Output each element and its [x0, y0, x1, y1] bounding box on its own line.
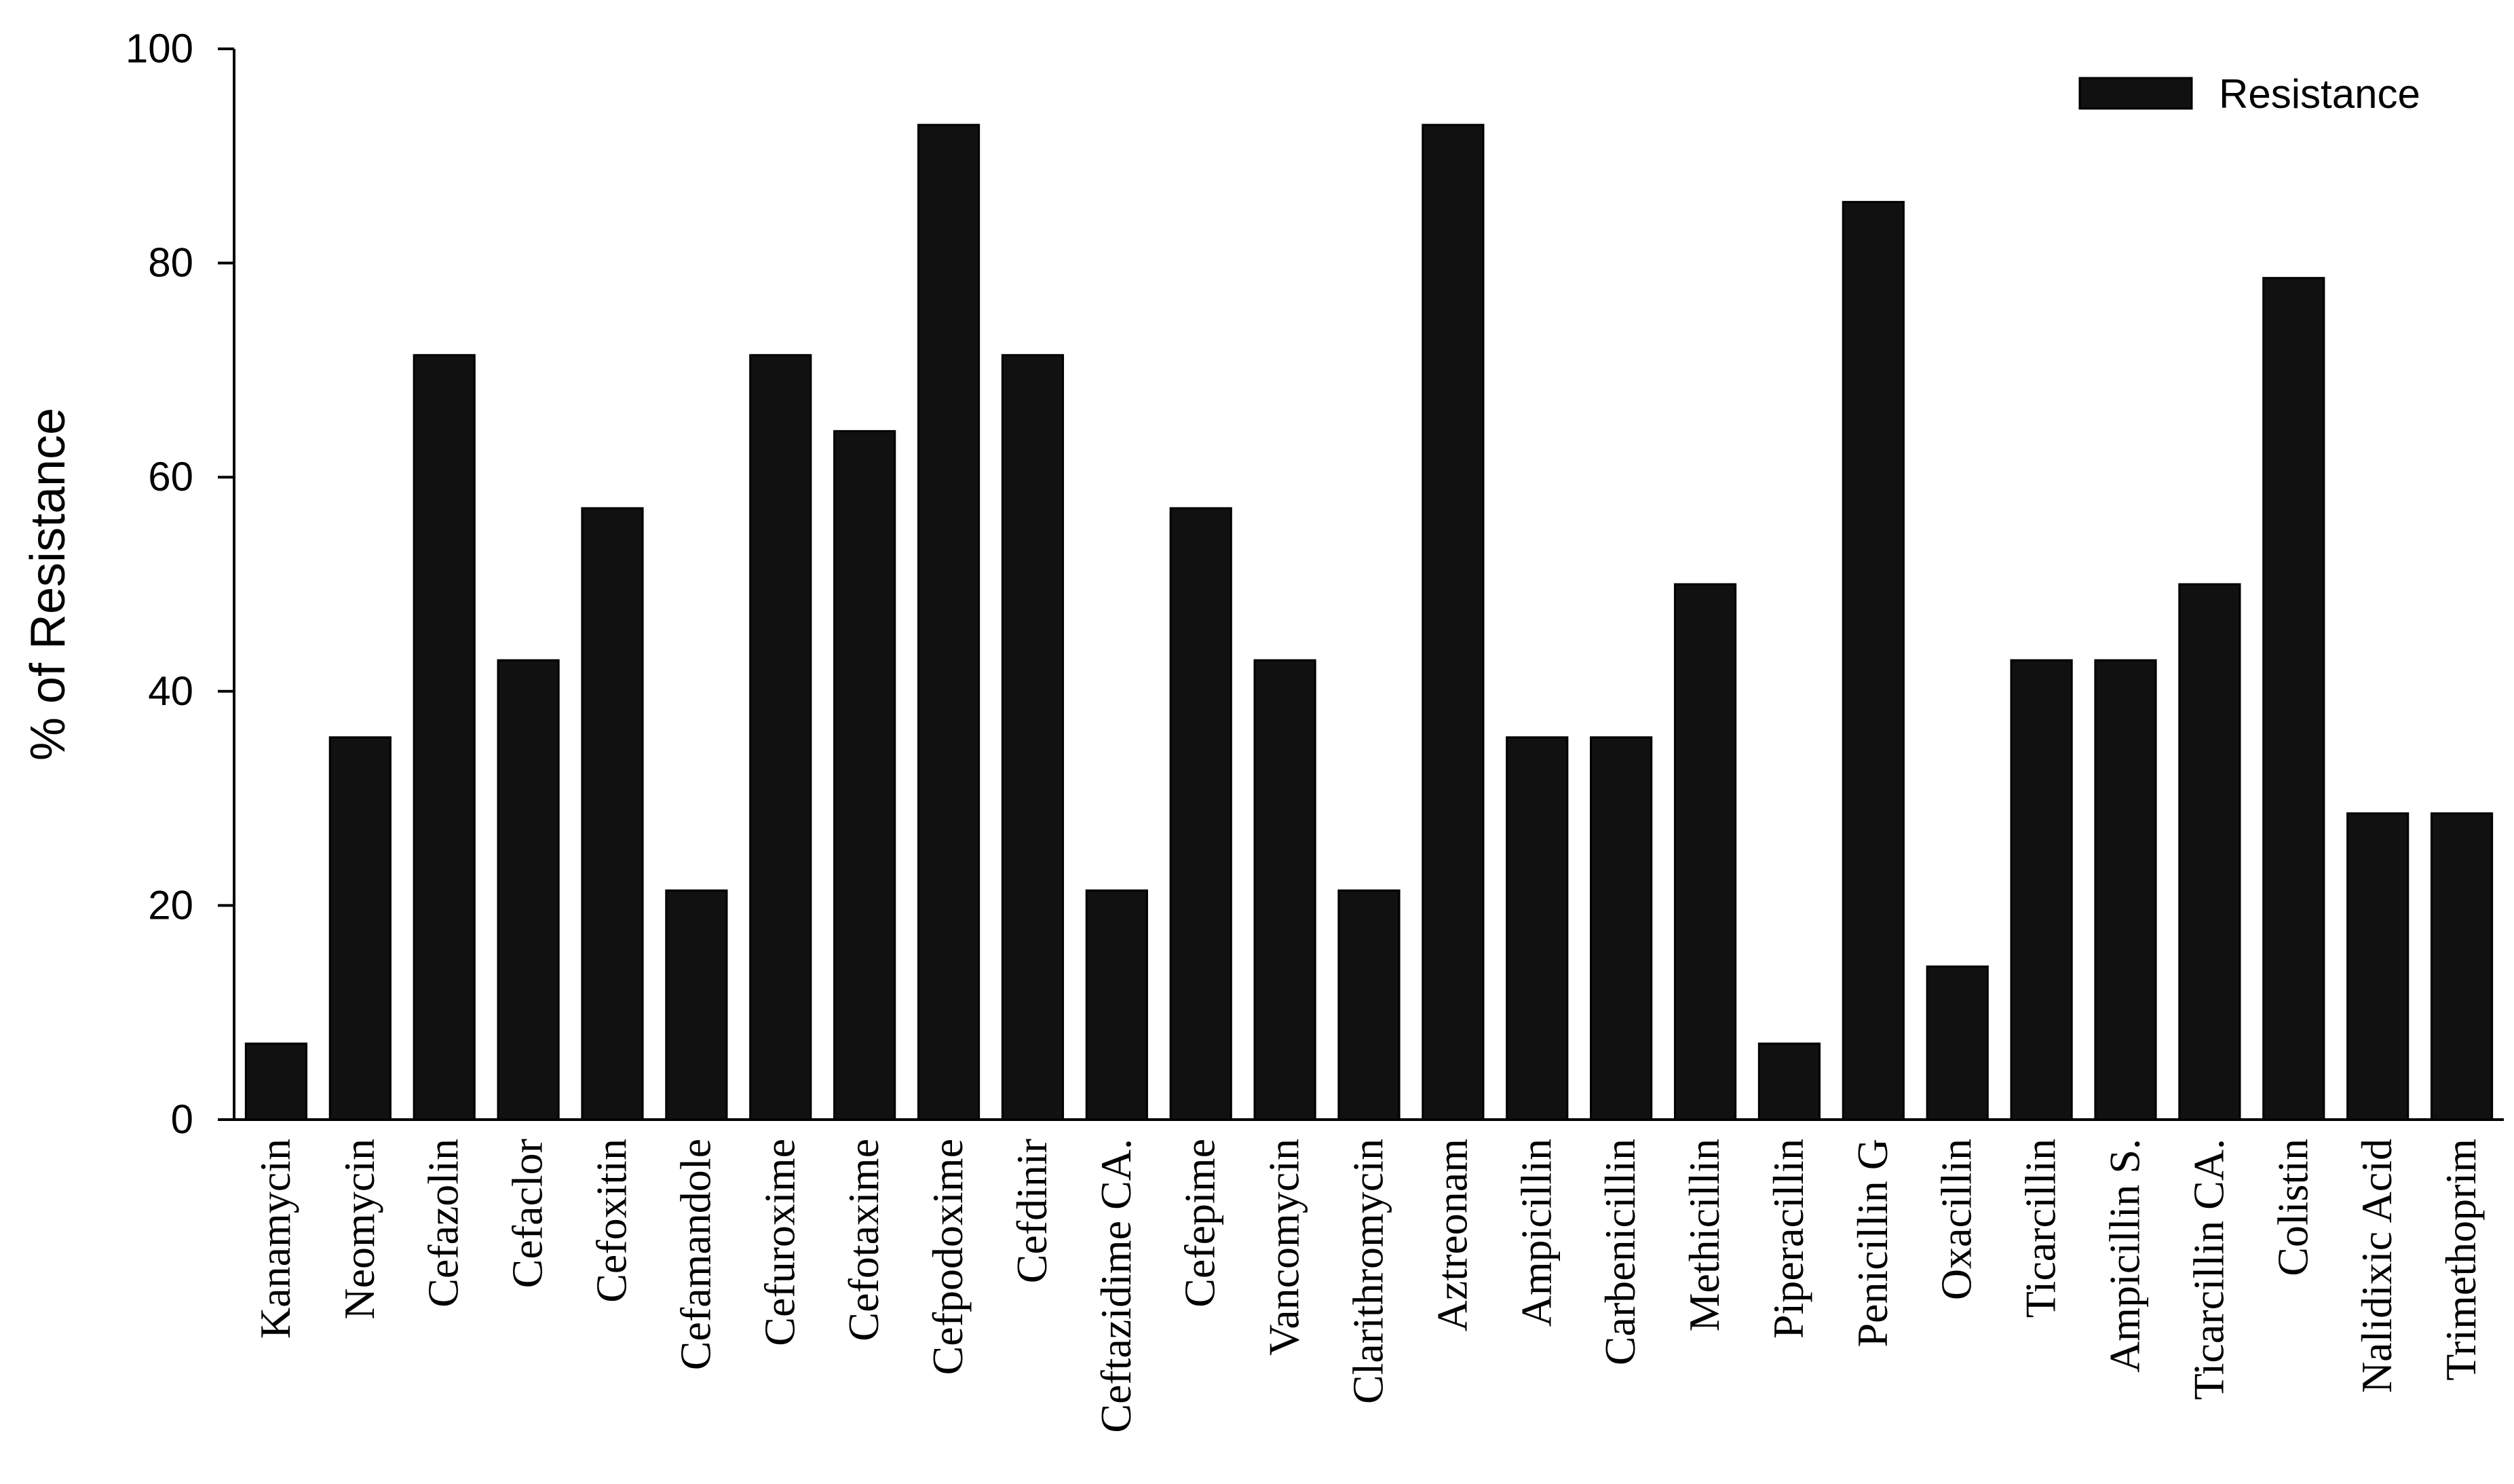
y-tick-label: 100 [126, 26, 193, 71]
x-tick-label: Vancomycin [1260, 1139, 1308, 1356]
y-axis-title: % of Resistance [21, 408, 75, 761]
x-tick-label: Cefazolin [419, 1139, 468, 1308]
bar [497, 659, 560, 1121]
x-tick-label: Cefpodoxime [923, 1139, 972, 1375]
y-tick-label: 40 [148, 668, 193, 714]
bar [2262, 277, 2325, 1121]
bar [2178, 583, 2241, 1121]
x-tick-label: Colistin [2268, 1139, 2317, 1276]
bar [749, 354, 812, 1121]
x-tick-label: Piperacillin [1764, 1139, 1812, 1339]
x-tick-label: Ampicillin [1512, 1139, 1560, 1327]
x-tick-label: Clarithromycin [1344, 1139, 1392, 1404]
bar [1842, 201, 1905, 1121]
x-tick-label: Penicillin G [1848, 1139, 1897, 1348]
bar [665, 889, 728, 1121]
bar [1422, 123, 1485, 1121]
y-tick-label: 80 [148, 240, 193, 286]
bar [1590, 736, 1653, 1121]
x-tick-label: Cefdinir [1008, 1139, 1056, 1283]
x-tick-label: Cefotaxime [839, 1139, 888, 1342]
bars [244, 123, 2494, 1121]
bar [917, 123, 980, 1121]
x-tick-label: Ticarcillin CA. [2184, 1139, 2232, 1400]
x-tick-label: Ticarcillin [2017, 1139, 2065, 1318]
y-tick-label: 0 [171, 1097, 193, 1142]
x-tick-label: Ampicillin S. [2101, 1139, 2149, 1373]
bar [1337, 889, 1401, 1121]
bar [413, 354, 476, 1121]
x-tick-label: Nalidixic Acid [2353, 1139, 2401, 1393]
bar [328, 736, 392, 1121]
x-tick-label: Trimethoprim [2437, 1139, 2485, 1381]
bar [1085, 889, 1148, 1121]
x-axis: Kanamycin Neomycin Cefazolin Cefaclor Cefoxi… [234, 1118, 2504, 1433]
x-tick-label: Ceftazidime CA. [1092, 1139, 1140, 1433]
x-tick-label: Cefepime [1176, 1139, 1224, 1308]
bar [2430, 812, 2494, 1121]
x-tick-label: Oxacillin [1932, 1139, 1981, 1300]
x-tick-label: Aztreonam [1428, 1139, 1476, 1331]
bar [833, 430, 896, 1121]
bar [244, 1042, 308, 1121]
bar [581, 507, 644, 1121]
bar [1001, 354, 1065, 1121]
bar [1673, 583, 1737, 1121]
x-tick-label: Cefamandole [671, 1139, 719, 1370]
bar [2010, 659, 2073, 1121]
legend-swatch [2078, 77, 2193, 110]
x-tick-label: Cefoxitin [588, 1139, 636, 1303]
bar [1757, 1042, 1821, 1121]
legend-label: Resistance [2219, 71, 2420, 117]
x-tick-label: Cefaclor [503, 1139, 552, 1288]
y-tick-label: 20 [148, 882, 193, 928]
x-tick-label: Kanamycin [251, 1139, 299, 1339]
x-tick-label: Methicillin [1680, 1139, 1728, 1331]
bar [2346, 812, 2410, 1121]
y-axis: 0 20 40 60 80 100 [126, 26, 235, 1142]
y-tick-label: 60 [148, 454, 193, 499]
bar [1169, 507, 1232, 1121]
bar [1253, 659, 1316, 1121]
x-tick-label: Neomycin [335, 1139, 383, 1320]
legend: Resistance [2078, 71, 2420, 117]
bar [2094, 659, 2157, 1121]
x-tick-label: Cefuroxime [755, 1139, 803, 1346]
bar [1926, 965, 1989, 1121]
bar [1506, 736, 1569, 1121]
x-tick-label: Carbenicillin [1596, 1139, 1644, 1365]
